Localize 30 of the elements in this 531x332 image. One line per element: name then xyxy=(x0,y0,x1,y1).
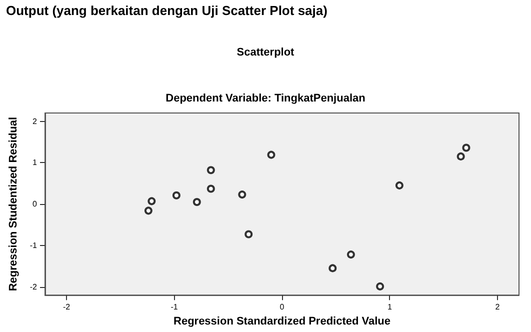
x-axis-title: Regression Standardized Predicted Value xyxy=(174,316,391,328)
text: Output (yang berkaitan dengan Uji Scatter Plot saja) xyxy=(6,3,328,18)
x-tick-label: 0 xyxy=(280,302,285,312)
point xyxy=(395,181,404,190)
point xyxy=(456,152,465,160)
point xyxy=(144,206,152,215)
point xyxy=(192,198,201,206)
point xyxy=(172,191,180,200)
point xyxy=(206,184,215,193)
point xyxy=(244,230,253,238)
chart-title: Scatterplot xyxy=(236,46,295,58)
point xyxy=(328,264,337,272)
x-tick-label: 2 xyxy=(495,302,500,312)
y-tick-label: 2 xyxy=(32,116,38,126)
chart-subtitle: Dependent Variable: TingkatPenjualan xyxy=(166,92,366,104)
y-tick-label: 0 xyxy=(32,200,38,209)
point xyxy=(267,150,276,159)
x-tick-label: -1 xyxy=(170,302,178,312)
point xyxy=(376,282,384,290)
point xyxy=(206,166,215,174)
x-tick-label: -2 xyxy=(62,302,71,312)
point xyxy=(148,197,156,206)
x-tick-label: 1 xyxy=(388,302,393,312)
point xyxy=(462,144,470,152)
y-tick-label: -2 xyxy=(30,282,38,292)
y-tick-label: -1 xyxy=(30,240,38,250)
y-tick-label: 1 xyxy=(32,158,38,168)
point xyxy=(346,250,355,259)
y-axis-title: Regression Studentized Residual xyxy=(8,116,20,292)
point xyxy=(238,190,246,199)
